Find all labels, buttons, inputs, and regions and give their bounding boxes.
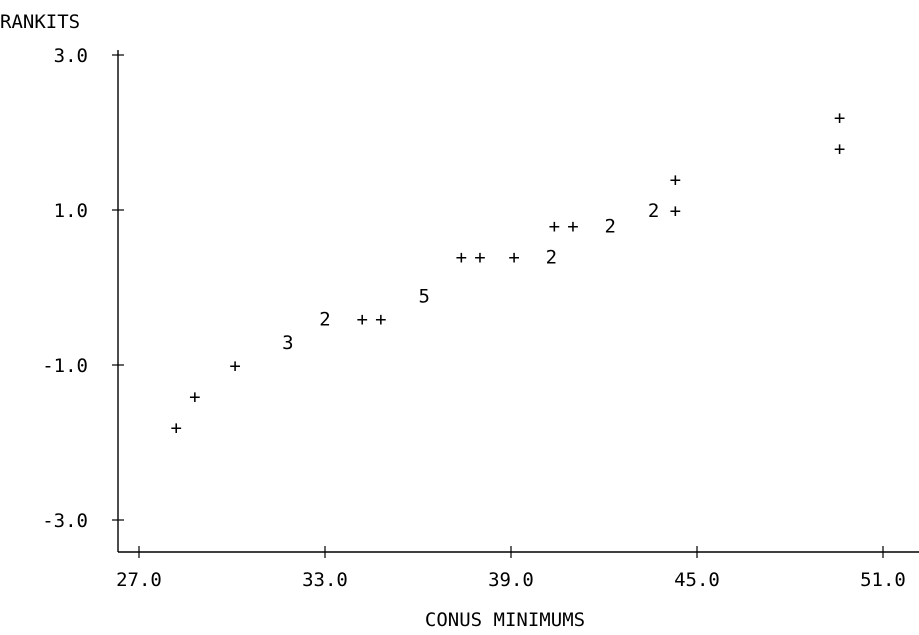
y-tick-label: -3.0	[42, 510, 88, 532]
y-tick-label: 3.0	[54, 45, 88, 67]
data-point: +	[670, 200, 681, 222]
y-axis-label: RANKITS	[0, 11, 80, 33]
y-axis-ticks: 3.0 1.0 -1.0 -3.0	[42, 45, 124, 532]
data-point: +	[508, 247, 519, 269]
x-tick-label: 45.0	[674, 569, 720, 591]
data-point: +	[356, 309, 367, 331]
data-point: 3	[282, 332, 293, 354]
x-axis-ticks: 27.0 33.0 39.0 45.0 51.0	[116, 546, 906, 591]
data-point: +	[567, 216, 578, 238]
y-tick-label: -1.0	[42, 355, 88, 377]
data-point: +	[834, 138, 845, 160]
data-point: +	[456, 247, 467, 269]
x-tick-label: 39.0	[488, 569, 534, 591]
data-point: +	[229, 355, 240, 377]
data-point: 2	[604, 216, 615, 238]
x-axis-label: CONUS MINIMUMS	[425, 609, 585, 631]
x-tick-label: 27.0	[116, 569, 162, 591]
data-point: 2	[319, 309, 330, 331]
data-point: +	[375, 309, 386, 331]
x-tick-label: 51.0	[860, 569, 906, 591]
data-point: +	[474, 247, 485, 269]
data-point: +	[189, 386, 200, 408]
data-point: +	[549, 216, 560, 238]
data-points: + + +3 2 + +5 + + +2 + +2 2 + + + +	[170, 107, 845, 439]
data-point: +	[170, 417, 181, 439]
y-tick-label: 1.0	[54, 200, 88, 222]
data-point: +	[834, 107, 845, 129]
data-point: 5	[418, 285, 429, 307]
data-point: 2	[546, 247, 557, 269]
data-point: +	[670, 169, 681, 191]
x-tick-label: 33.0	[302, 569, 348, 591]
data-point: 2	[648, 200, 659, 222]
